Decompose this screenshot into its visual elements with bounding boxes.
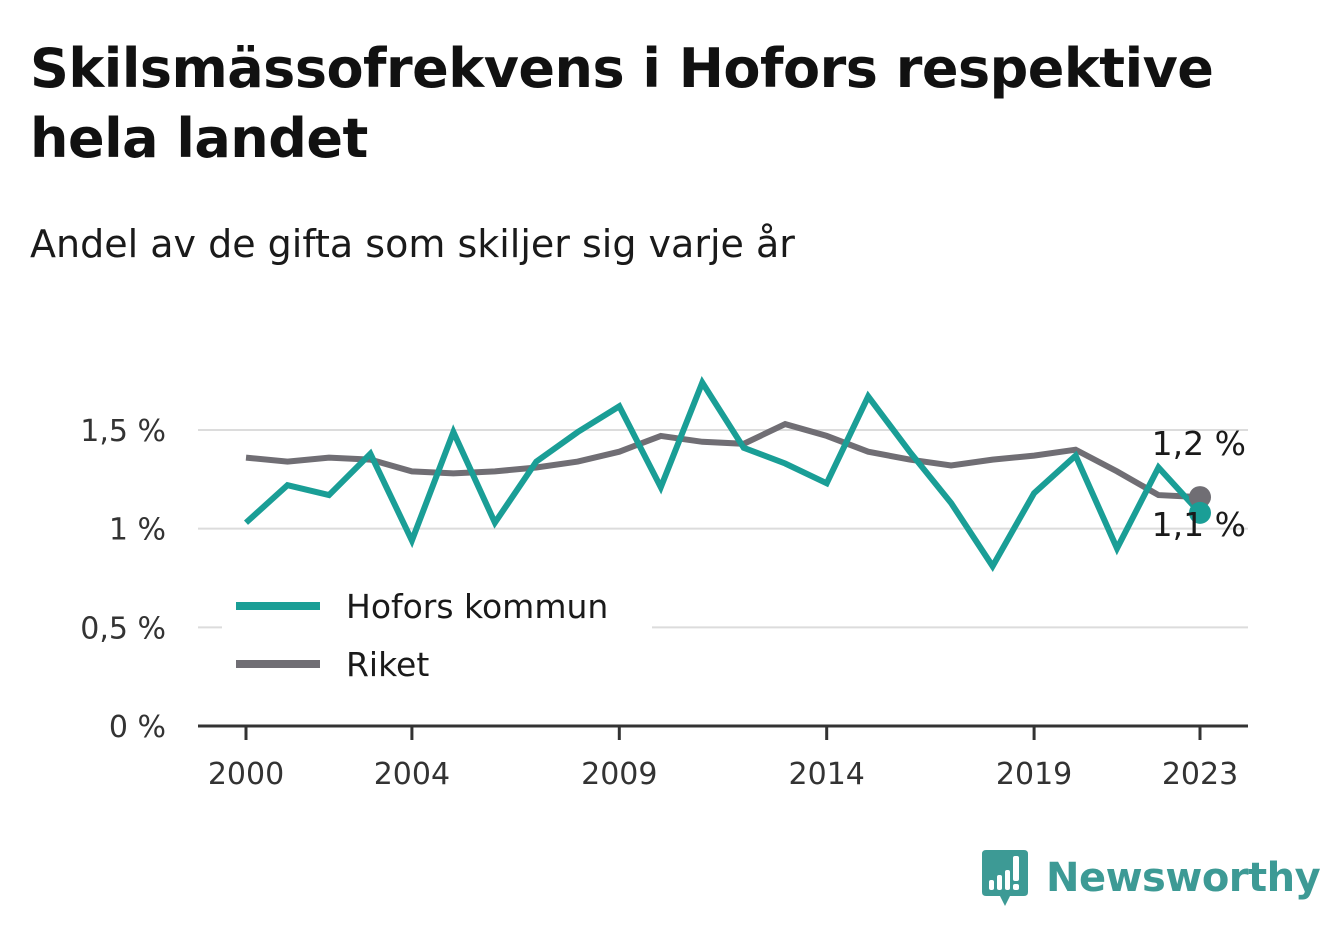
end-point-riket (1189, 486, 1211, 509)
x-tick-label: 2009 (581, 757, 657, 792)
series-line-riket (245, 420, 1201, 501)
bar-chart-icon (982, 850, 1028, 906)
y-tick-label: 0 % (109, 710, 166, 745)
x-tick-label: 2023 (1162, 757, 1238, 792)
series-lines (243, 376, 1211, 572)
y-tick-label: 1 % (109, 513, 166, 548)
end-label-hofors: 1,1 % (1152, 505, 1246, 544)
x-tick-label: 2004 (374, 757, 450, 792)
end-label-riket: 1,2 % (1152, 424, 1246, 463)
series-line-hofors (243, 376, 1203, 572)
y-tick-label: 0,5 % (80, 611, 166, 646)
axes: 0 % 0,5 % 1 % 1,5 % 2000 2004 2009 2014 2019 2023 (80, 414, 1248, 792)
end-labels: 1,2 % 1,1 % (1152, 424, 1246, 544)
x-tick-label: 2019 (996, 757, 1072, 792)
x-tick-label: 2000 (208, 757, 284, 792)
chart-title: Skilsmässofrekvens i Hofors respektive h… (30, 37, 1214, 170)
legend-background (222, 580, 652, 690)
newsworthy-logo: Newsworthy (980, 848, 1321, 908)
y-tick-label: 1,5 % (80, 414, 166, 449)
brand-name: Newsworthy (1046, 855, 1321, 901)
end-point-hofors (1189, 501, 1211, 524)
x-tick-label: 2014 (789, 757, 865, 792)
legend: Hofors kommun Riket (222, 580, 652, 690)
legend-label: Riket (346, 645, 429, 684)
legend-label: Hofors kommun (346, 587, 608, 626)
chart-subtitle: Andel av de gifta som skiljer sig varje … (30, 222, 795, 266)
